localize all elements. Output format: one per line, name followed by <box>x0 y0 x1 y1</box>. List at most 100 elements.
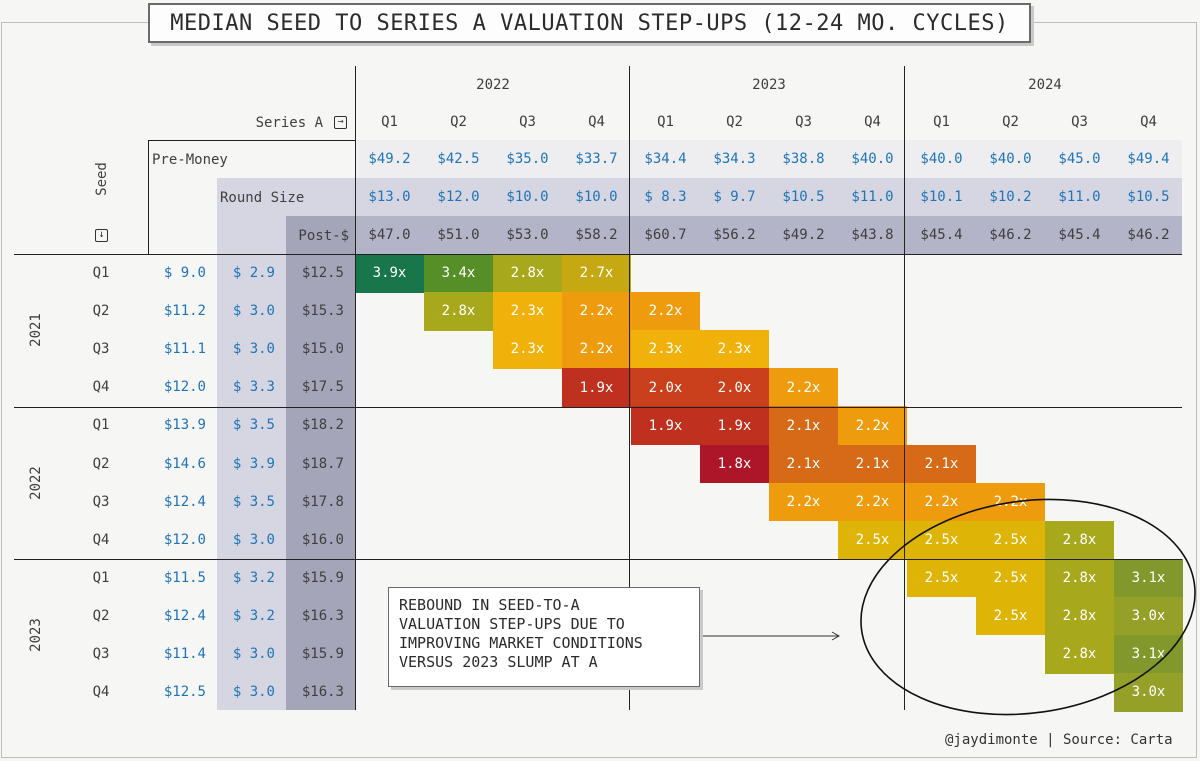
series-a-post-money: $58.2 <box>575 227 618 243</box>
seed-pre-money: $12.0 <box>163 531 206 548</box>
seed-quarter: Q1 <box>92 265 110 282</box>
step-up-cell: 2.1x <box>769 406 838 445</box>
seed-pre-money: $11.1 <box>163 341 206 358</box>
series-a-pre-money: $40.0 <box>920 151 963 167</box>
seed-post-money: $16.3 <box>301 684 344 701</box>
seed-pre-money: $12.0 <box>163 379 206 396</box>
step-up-cell: 2.0x <box>700 368 769 407</box>
seed-quarter: Q2 <box>92 303 110 320</box>
seed-post-money: $15.9 <box>301 569 344 586</box>
series-a-post-money: $45.4 <box>920 227 963 243</box>
series-a-quarter: Q3 <box>519 114 536 130</box>
series-a-post-money: $53.0 <box>506 227 549 243</box>
arrow-down-icon: ↓ <box>95 229 108 242</box>
series-a-post-money: $46.2 <box>989 227 1032 243</box>
seed-post-money-band <box>286 216 355 710</box>
step-up-cell: 1.9x <box>562 368 631 407</box>
divider-2024 <box>904 66 905 710</box>
divider-2023 <box>629 66 630 710</box>
step-up-cell: 2.2x <box>769 368 838 407</box>
series-a-quarter: Q1 <box>933 114 950 130</box>
series-a-quarter: Q1 <box>381 114 398 130</box>
series-a-post-money: $56.2 <box>713 227 756 243</box>
divider-col-axis <box>355 66 356 710</box>
seed-quarter: Q3 <box>92 341 110 358</box>
series-a-post-money: $43.8 <box>851 227 894 243</box>
series-a-year-2023: 2023 <box>752 77 786 93</box>
seed-pre-money: $13.9 <box>163 417 206 434</box>
pre-money-label: Pre-Money <box>152 152 228 168</box>
step-up-cell: 2.1x <box>769 444 838 484</box>
step-up-cell: 1.9x <box>700 406 769 445</box>
divider-left <box>148 140 149 254</box>
step-up-cell: 3.0x <box>1114 596 1183 636</box>
seed-round-size: $ 3.2 <box>232 569 275 586</box>
series-a-round-size: $10.2 <box>989 189 1032 205</box>
series-a-round-size: $11.0 <box>1058 189 1101 205</box>
post-money-label: Post-$ <box>298 228 349 244</box>
seed-round-size-band <box>217 216 286 710</box>
seed-round-size: $ 3.0 <box>232 646 275 663</box>
arrow-right-icon: → <box>334 116 347 129</box>
step-up-cell: 2.1x <box>838 444 907 484</box>
step-up-cell: 2.8x <box>1045 558 1114 598</box>
seed-post-money: $17.5 <box>301 379 344 396</box>
step-up-cell: 2.3x <box>493 330 562 369</box>
series-a-year-2024: 2024 <box>1028 77 1062 93</box>
seed-pre-money: $ 9.0 <box>163 265 206 282</box>
series-a-round-size: $10.5 <box>782 189 825 205</box>
series-a-post-money: $46.2 <box>1127 227 1170 243</box>
annotation-arrow-head <box>831 631 841 641</box>
series-a-round-size: $11.0 <box>851 189 894 205</box>
annotation-line-1: REBOUND IN SEED-TO-A <box>399 596 580 614</box>
series-a-post-money: $60.7 <box>644 227 687 243</box>
series-a-pre-money: $33.7 <box>575 151 618 167</box>
series-a-quarter: Q2 <box>726 114 743 130</box>
annotation-line-2: VALUATION STEP-UPS DUE TO <box>399 615 625 633</box>
series-a-quarter: Q2 <box>450 114 467 130</box>
series-a-round-size: $ 9.7 <box>713 189 756 205</box>
series-a-quarter: Q4 <box>1140 114 1157 130</box>
series-a-round-size: $10.1 <box>920 189 963 205</box>
step-up-cell: 2.3x <box>631 330 700 369</box>
seed-pre-money: $12.5 <box>163 684 206 701</box>
seed-post-money: $18.2 <box>301 417 344 434</box>
step-up-cell: 2.2x <box>631 292 700 331</box>
series-a-quarter: Q2 <box>1002 114 1019 130</box>
step-up-cell: 2.8x <box>493 254 562 293</box>
step-up-cell: 2.5x <box>976 520 1045 560</box>
seed-post-money: $15.3 <box>301 303 344 320</box>
seed-round-size: $ 3.0 <box>232 531 275 548</box>
series-a-pre-money: $49.4 <box>1127 151 1170 167</box>
step-up-cell: 2.3x <box>700 330 769 369</box>
seed-quarter: Q4 <box>92 379 110 396</box>
round-size-header-band <box>217 178 1182 216</box>
seed-round-size: $ 3.0 <box>232 341 275 358</box>
series-a-pre-money: $34.3 <box>713 151 756 167</box>
series-a-round-size: $12.0 <box>437 189 480 205</box>
annotation-line-4: VERSUS 2023 SLUMP AT A <box>399 653 598 671</box>
seed-quarter: Q4 <box>92 531 110 548</box>
seed-round-size: $ 3.5 <box>232 417 275 434</box>
seed-post-money: $15.0 <box>301 341 344 358</box>
step-up-cell: 2.8x <box>424 292 493 331</box>
step-up-cell: 2.0x <box>631 368 700 407</box>
seed-post-money: $16.3 <box>301 607 344 624</box>
highlight-ellipse <box>860 498 1196 716</box>
seed-quarter: Q3 <box>92 493 110 510</box>
seed-post-money: $12.5 <box>301 265 344 282</box>
series-a-pre-money: $40.0 <box>989 151 1032 167</box>
series-a-pre-money: $38.8 <box>782 151 825 167</box>
seed-pre-money: $12.4 <box>163 493 206 510</box>
seed-post-money: $17.8 <box>301 493 344 510</box>
seed-pre-money: $11.2 <box>163 303 206 320</box>
seed-quarter: Q4 <box>92 684 110 701</box>
divider-seed-2023 <box>14 559 1182 560</box>
series-a-quarter: Q3 <box>795 114 812 130</box>
seed-quarter: Q3 <box>92 646 110 663</box>
step-up-cell: 2.8x <box>1045 596 1114 636</box>
pre-money-header-band <box>355 140 1182 178</box>
series-a-label: Series A <box>255 115 323 131</box>
divider-seed-2022 <box>14 407 1182 408</box>
series-a-post-money: $47.0 <box>368 227 411 243</box>
